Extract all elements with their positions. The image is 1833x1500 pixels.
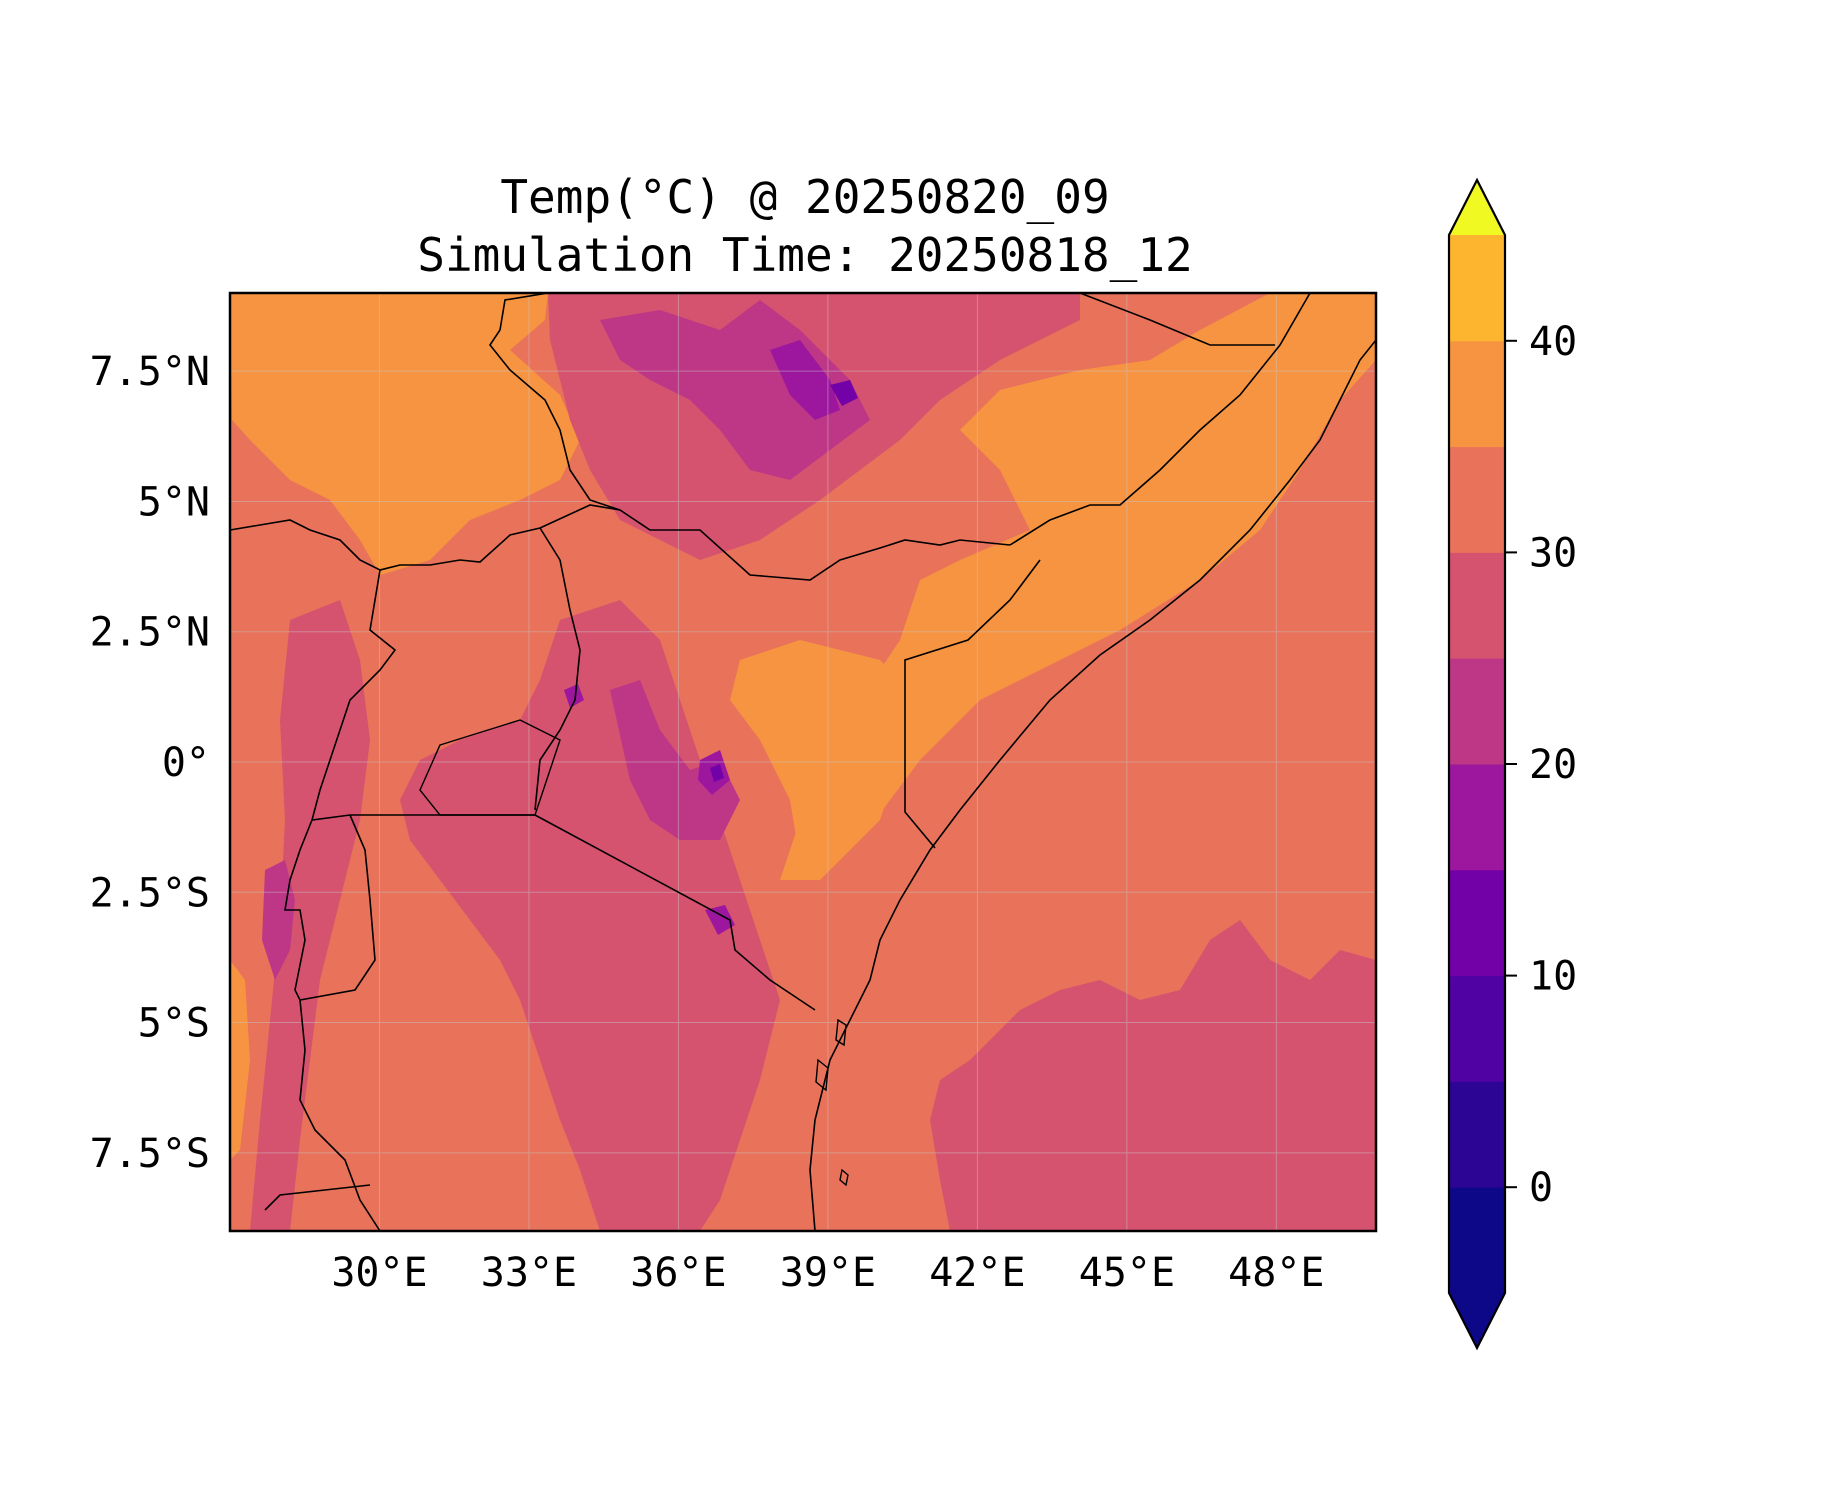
lake-and-island-outlines	[419, 719, 849, 1187]
border-uganda-kenya	[534, 527, 581, 811]
x-axis-ticks: 30°E 33°E 36°E 39°E 42°E 45°E 48°E	[331, 1250, 1324, 1296]
field-cool-indian-ocean	[930, 920, 1376, 1231]
border-tanzania-drc	[299, 999, 381, 1231]
y-tick-label: 2.5°S	[90, 870, 210, 916]
colorbar-extend-max	[1449, 180, 1505, 235]
field-peak-mt-kenya-core	[710, 764, 724, 782]
plot-title-line-1: Temp(°C) @ 20250820_09	[500, 170, 1110, 224]
colorbar: 0 10 20 30 40	[1447, 177, 1577, 1351]
field-hot-west-edge	[230, 960, 250, 1160]
colorbar-segment	[1449, 764, 1505, 871]
colorbar-tick-label: 40	[1529, 319, 1577, 365]
colorbar-tick-label: 0	[1529, 1165, 1553, 1211]
y-tick-label: 5°N	[138, 479, 210, 525]
colorbar-segment	[1449, 1187, 1505, 1294]
map-frame	[228, 291, 1378, 1233]
field-cool-western-rift	[250, 600, 370, 1231]
colorbar-tick-label: 10	[1529, 954, 1577, 1000]
colorbar-tick-label: 20	[1529, 742, 1577, 788]
y-tick-label: 7.5°S	[90, 1131, 210, 1177]
temperature-map	[230, 293, 1376, 1231]
border-kenya-tanzania	[534, 814, 816, 1011]
colorbar-segment	[1449, 340, 1505, 448]
map-gridlines	[230, 293, 1376, 1231]
field-cold-kenya-highlands	[610, 680, 740, 840]
colorbar-outline	[1447, 177, 1507, 1351]
x-tick-label: 45°E	[1079, 1250, 1175, 1296]
x-tick-label: 30°E	[331, 1250, 427, 1296]
y-tick-label: 2.5°N	[90, 610, 210, 656]
border-djibouti	[1079, 293, 1275, 346]
y-axis-ticks: 7.5°N 5°N 2.5°N 0° 2.5°S 5°S 7.5°S	[90, 349, 210, 1177]
field-cold-rwanda	[262, 860, 295, 980]
coastline	[809, 339, 1376, 1231]
colorbar-extend-min	[1449, 1293, 1505, 1348]
colorbar-segment	[1449, 235, 1505, 342]
x-tick-label: 36°E	[630, 1250, 726, 1296]
y-tick-label: 5°S	[138, 1001, 210, 1047]
border-somalia-kenya	[904, 559, 1041, 849]
border-uganda-drc	[310, 569, 397, 821]
colorbar-segment	[1449, 446, 1505, 553]
field-hot-ne-kenya	[730, 640, 920, 860]
mafia-island	[839, 1168, 849, 1187]
field-hot-north-west	[230, 293, 580, 575]
border-tanzania-zambia	[264, 1184, 371, 1211]
colorbar-tick-label: 30	[1529, 530, 1577, 576]
zanzibar-island	[815, 1058, 829, 1092]
field-peak-elgon	[564, 684, 584, 708]
colorbar-segment	[1449, 975, 1505, 1082]
colorbar-segment	[1449, 658, 1505, 765]
x-tick-label: 33°E	[481, 1250, 577, 1296]
colorbar-segment	[1449, 869, 1505, 977]
field-peak-ethiopia	[770, 340, 840, 420]
plot-title-line-2: Simulation Time: 20250818_12	[417, 228, 1193, 282]
colorbar-segment	[1449, 552, 1505, 659]
x-tick-label: 48°E	[1228, 1250, 1324, 1296]
pemba-island	[835, 1018, 847, 1047]
x-tick-label: 39°E	[780, 1250, 876, 1296]
field-peak-kilimanjaro	[705, 905, 735, 935]
y-tick-label: 7.5°N	[90, 349, 210, 395]
border-sudan-south-sudan	[489, 293, 621, 511]
field-cool-east-african-plateau	[400, 600, 780, 1231]
country-borders	[230, 293, 1376, 1231]
border-ethiopia-somalia	[1009, 293, 1311, 546]
x-tick-label: 42°E	[929, 1250, 1025, 1296]
field-hot-somali-coast	[780, 293, 1376, 880]
colorbar-segment	[1449, 1081, 1505, 1188]
field-peak-ethiopia-2	[830, 380, 858, 406]
lake-victoria-outline	[419, 719, 561, 816]
y-tick-label: 0°	[162, 740, 210, 786]
border-rwanda-burundi	[284, 814, 376, 1001]
